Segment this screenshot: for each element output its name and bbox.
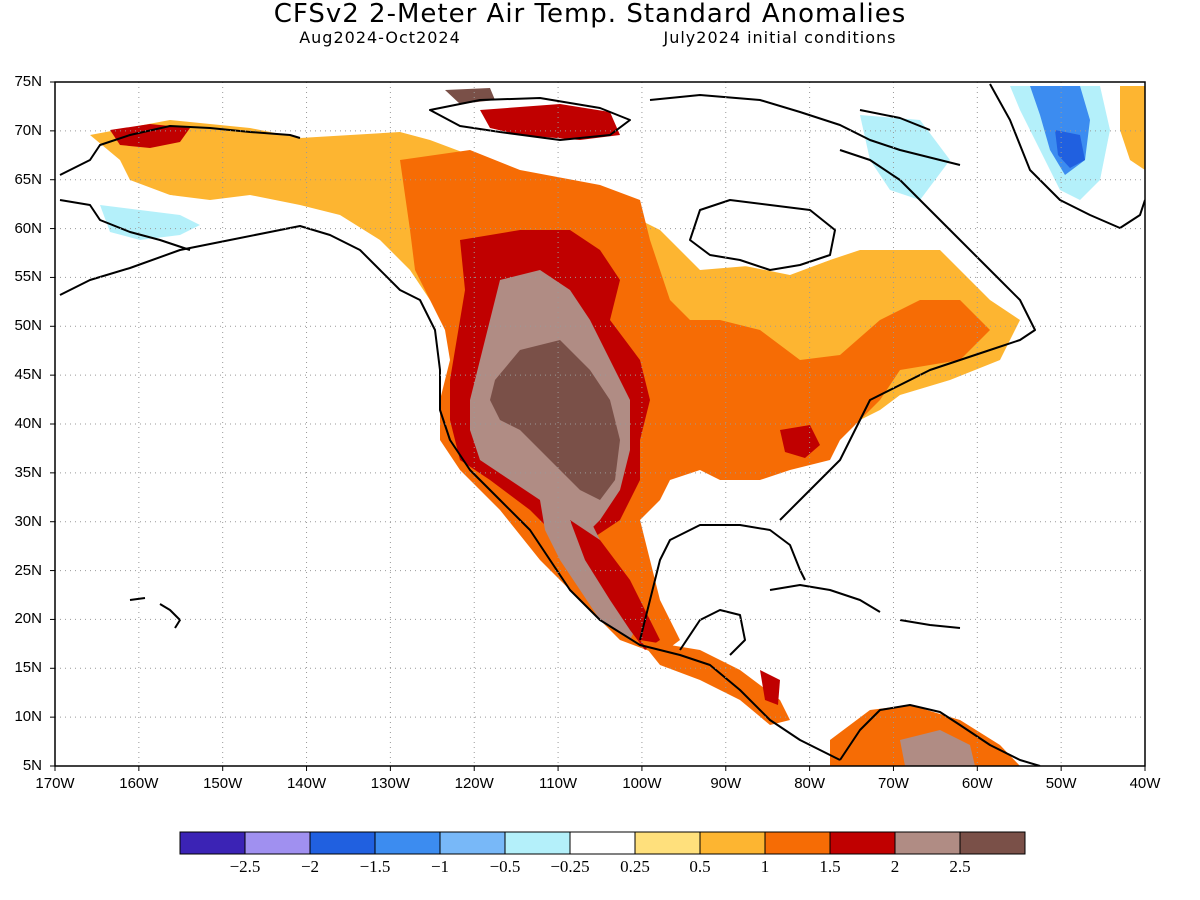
forecast-period: Aug2024-Oct2024 [299, 28, 461, 47]
colorbar-swatch [634, 831, 701, 855]
lat-label: 5N [22, 757, 42, 774]
colorbar-swatch [764, 831, 831, 855]
colorbar-label: −2 [300, 857, 320, 876]
lon-label: 150W [203, 775, 243, 792]
colorbar-label: 0.5 [689, 857, 711, 876]
lat-label: 55N [14, 268, 42, 286]
lon-label: 130W [370, 775, 410, 792]
lon-label: 80W [794, 775, 826, 792]
lon-label: 120W [454, 775, 494, 792]
colorbar-label: −2.5 [229, 857, 261, 876]
coastlines [59, 83, 1145, 766]
north-america-coast [59, 149, 1036, 761]
colorbar-swatch [309, 831, 376, 855]
anomaly-south-america-brown [900, 730, 975, 766]
lon-label: 70W [878, 775, 909, 792]
colorbar-swatch [374, 831, 441, 855]
lat-label: 20N [14, 610, 42, 628]
anomaly-virginia-red [780, 425, 820, 458]
colorbar-label: −0.5 [489, 857, 521, 876]
lon-label: 160W [119, 775, 159, 792]
anomaly-alaska-cool [100, 205, 200, 240]
colorbar-swatch [894, 831, 961, 855]
lon-label: 140W [286, 775, 327, 792]
lon-label: 50W [1045, 775, 1077, 792]
arctic-islands [429, 94, 961, 166]
lon-label: 40W [1129, 775, 1161, 792]
colorbar-swatch [699, 831, 766, 855]
colorbar-label: 2.5 [949, 857, 971, 876]
anomaly-hudson-bay [690, 195, 850, 275]
lon-label: 90W [710, 775, 742, 792]
anomaly-alaska-red [110, 124, 190, 148]
anomaly-shading [60, 84, 1145, 766]
map-title: CFSv2 2-Meter Air Temp. Standard Anomali… [273, 0, 907, 29]
colorbar [179, 831, 1026, 855]
anomaly-yucatan-red [760, 670, 780, 705]
anomaly-greenland-warm [1120, 86, 1145, 170]
lon-label: 170W [35, 775, 75, 792]
lat-label: 15N [14, 659, 42, 677]
anomaly-greenland-core [1055, 130, 1085, 168]
hawaii [129, 597, 181, 629]
lat-label: 50N [14, 317, 42, 335]
alaska-coast [59, 125, 301, 251]
colorbar-label: 0.25 [620, 857, 650, 876]
lat-label: 65N [14, 170, 42, 188]
gulf-islands [769, 584, 961, 629]
lon-label: 60W [961, 775, 993, 792]
colorbar-swatch [439, 831, 506, 855]
colorbar-swatch [504, 831, 571, 855]
colorbar-label: 1.5 [819, 857, 841, 876]
initial-conditions: July2024 initial conditions [663, 28, 897, 47]
anomaly-brown-dark [490, 340, 620, 500]
graticule [55, 82, 1145, 766]
colorbar-label: 2 [890, 857, 900, 876]
lat-label: 45N [14, 366, 42, 384]
lat-label: 30N [14, 512, 42, 530]
colorbar-swatch [959, 831, 1026, 855]
lat-label: 60N [14, 219, 42, 237]
anomaly-baffin-cool [860, 115, 950, 200]
lat-label: 70N [14, 121, 42, 139]
colorbar-label: −1 [430, 857, 450, 876]
greenland-coast [989, 83, 1145, 229]
lat-label: 40N [14, 415, 42, 432]
lat-label: 25N [14, 561, 42, 579]
colorbar-swatch [244, 831, 311, 855]
lat-label: 35N [14, 463, 42, 481]
colorbar-swatch [179, 831, 246, 855]
lon-label: 100W [622, 775, 662, 792]
south-america-coast [839, 704, 1041, 766]
hudson-bay-coast [689, 199, 836, 271]
anomaly-mexico-red [570, 520, 660, 650]
lat-label: 10N [14, 708, 42, 726]
colorbar-label: −0.25 [550, 857, 590, 876]
lat-label: 75N [14, 73, 42, 90]
colorbar-swatch [829, 831, 896, 855]
lon-label: 110W [539, 775, 578, 792]
axis-ticks [50, 81, 1146, 771]
colorbar-swatch [569, 831, 636, 855]
colorbar-label: 1 [760, 857, 770, 876]
colorbar-label: −1.5 [359, 857, 391, 876]
